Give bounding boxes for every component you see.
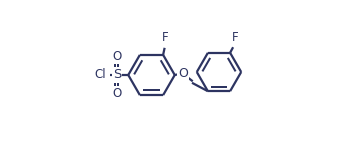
Text: Cl: Cl xyxy=(95,69,107,81)
Text: O: O xyxy=(112,87,122,100)
Text: F: F xyxy=(232,31,239,44)
Text: O: O xyxy=(112,50,122,63)
Text: F: F xyxy=(162,31,169,44)
Text: O: O xyxy=(178,67,188,80)
Text: S: S xyxy=(113,69,121,81)
